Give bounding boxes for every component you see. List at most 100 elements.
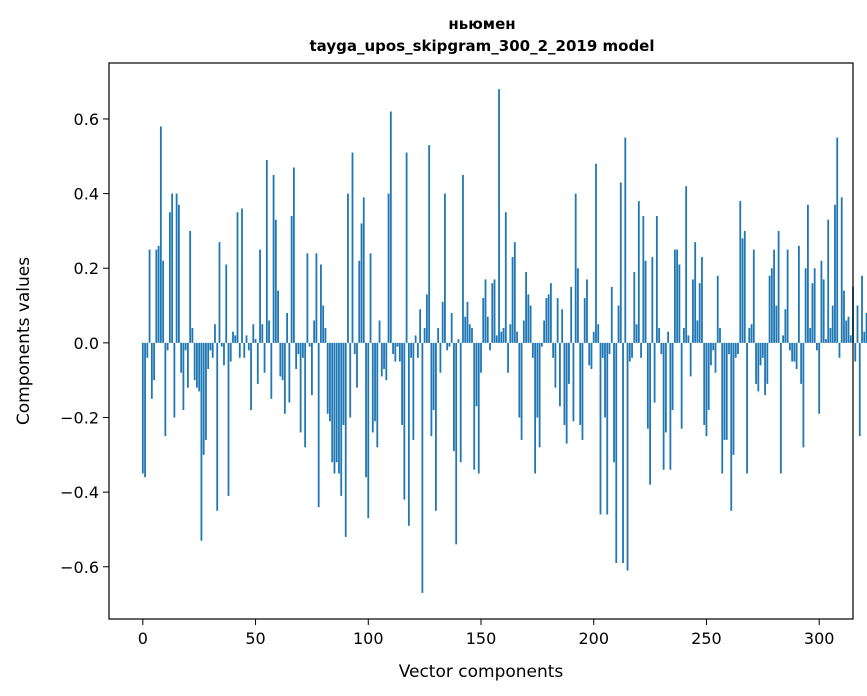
bar bbox=[777, 230, 780, 343]
bar bbox=[486, 316, 489, 343]
bar bbox=[728, 342, 730, 355]
bar bbox=[570, 286, 573, 343]
bar bbox=[281, 342, 284, 381]
bar bbox=[277, 290, 279, 343]
bar bbox=[635, 324, 638, 343]
bar bbox=[234, 335, 237, 343]
bar bbox=[669, 342, 672, 470]
bar bbox=[610, 286, 613, 343]
bar bbox=[265, 160, 268, 343]
y-tick-label: 0.4 bbox=[74, 185, 99, 204]
bar bbox=[653, 342, 656, 403]
bar bbox=[692, 279, 694, 343]
bar bbox=[398, 342, 401, 362]
bar bbox=[419, 309, 422, 343]
y-tick-label: −0.6 bbox=[60, 558, 99, 577]
bar bbox=[378, 320, 381, 343]
bar bbox=[568, 342, 570, 384]
bar bbox=[428, 145, 431, 343]
bar bbox=[572, 342, 575, 422]
bar bbox=[180, 342, 183, 373]
bar bbox=[843, 290, 845, 343]
bar bbox=[673, 249, 676, 343]
bar bbox=[646, 342, 649, 429]
bar bbox=[412, 342, 415, 440]
bar bbox=[849, 335, 852, 343]
bar bbox=[509, 324, 512, 343]
bar bbox=[225, 264, 228, 343]
bar bbox=[358, 260, 361, 343]
bar bbox=[588, 342, 591, 366]
bar bbox=[518, 342, 521, 418]
bar bbox=[286, 313, 289, 343]
x-tick-label: 300 bbox=[804, 629, 835, 648]
bar bbox=[579, 342, 582, 425]
bar bbox=[689, 342, 692, 377]
bar bbox=[202, 342, 205, 455]
bar bbox=[507, 342, 509, 373]
bar bbox=[184, 342, 187, 351]
bar bbox=[243, 342, 246, 358]
bar bbox=[703, 342, 706, 425]
bar bbox=[220, 342, 223, 347]
y-tick-label: 0.6 bbox=[74, 110, 99, 129]
bar bbox=[617, 305, 620, 343]
bar bbox=[331, 342, 334, 463]
bar bbox=[360, 223, 363, 343]
bar bbox=[719, 327, 721, 343]
bar bbox=[245, 335, 248, 343]
bar bbox=[779, 342, 782, 474]
bar bbox=[162, 260, 165, 343]
bar bbox=[658, 327, 661, 343]
bar bbox=[198, 342, 201, 392]
bar bbox=[489, 342, 491, 351]
bar bbox=[493, 279, 496, 343]
bar bbox=[671, 342, 674, 411]
bar bbox=[168, 212, 171, 343]
bar bbox=[662, 342, 665, 470]
bar bbox=[155, 249, 158, 343]
bar bbox=[196, 342, 198, 388]
bar bbox=[813, 268, 816, 343]
bar bbox=[405, 152, 408, 343]
bar bbox=[545, 298, 548, 343]
bar bbox=[473, 342, 476, 470]
bar bbox=[290, 215, 293, 343]
bar bbox=[144, 342, 146, 478]
bar bbox=[651, 257, 654, 343]
bar bbox=[716, 275, 719, 343]
bar bbox=[536, 342, 539, 418]
bar bbox=[554, 342, 557, 388]
bar bbox=[159, 126, 162, 343]
bar bbox=[531, 342, 534, 358]
bar bbox=[177, 204, 180, 343]
bar bbox=[707, 342, 710, 411]
bar bbox=[730, 342, 733, 511]
x-tick-label: 250 bbox=[691, 629, 722, 648]
bar bbox=[649, 342, 651, 485]
bar bbox=[462, 174, 464, 343]
bar bbox=[241, 208, 243, 343]
bar bbox=[313, 320, 316, 343]
bar bbox=[340, 342, 343, 496]
bar bbox=[836, 137, 839, 343]
bar bbox=[238, 342, 241, 358]
bar bbox=[351, 152, 354, 343]
bar bbox=[766, 342, 769, 384]
bar bbox=[347, 193, 349, 343]
bar bbox=[394, 342, 397, 362]
bar bbox=[631, 342, 633, 358]
bar bbox=[581, 342, 584, 440]
bar bbox=[236, 212, 239, 343]
bar bbox=[845, 320, 848, 343]
bar bbox=[721, 342, 724, 474]
bar bbox=[825, 339, 827, 343]
bar bbox=[229, 342, 232, 362]
bar bbox=[459, 342, 462, 463]
bar bbox=[263, 342, 266, 373]
bar bbox=[624, 137, 627, 343]
bar bbox=[590, 342, 593, 369]
bar bbox=[861, 275, 863, 343]
bar bbox=[597, 324, 600, 343]
bar bbox=[552, 342, 555, 358]
